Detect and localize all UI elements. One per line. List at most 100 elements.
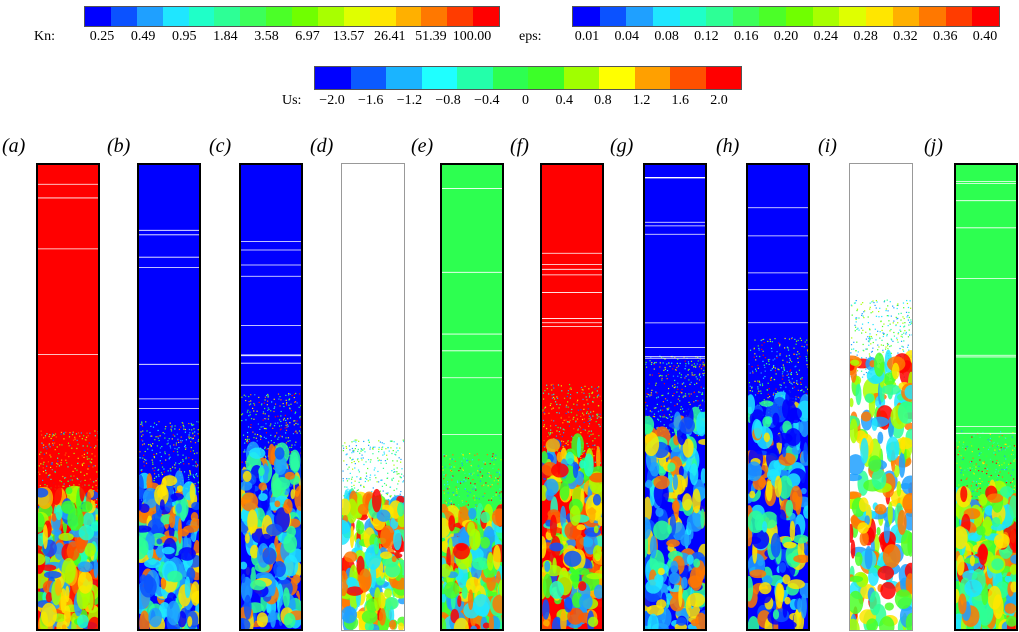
field-speckle [672, 368, 674, 370]
field-speckle [45, 446, 47, 448]
field-blob [543, 619, 550, 627]
field-speckle [592, 401, 594, 403]
field-speckle [862, 329, 864, 331]
field-speckle [67, 480, 69, 482]
field-speckle [286, 424, 289, 426]
field-speckle [161, 462, 163, 465]
field-speckle [591, 392, 593, 394]
field-speckle [375, 477, 377, 479]
field-speckle [860, 327, 863, 329]
field-speckle [596, 415, 598, 417]
field-speckle [243, 394, 245, 396]
field-blob [262, 547, 277, 565]
field-speckle [897, 352, 899, 354]
field-speckle [444, 500, 446, 502]
field-speckle [491, 458, 493, 460]
field-speckle [688, 393, 690, 395]
field-speckle [797, 389, 799, 391]
field-speckle [285, 437, 287, 439]
field-speckle [350, 482, 353, 484]
field-speckle [684, 377, 686, 379]
field-blob [549, 580, 565, 599]
field-speckle [560, 385, 562, 387]
field-speckle [865, 357, 867, 359]
field-speckle [790, 382, 792, 384]
field-speckle [565, 412, 567, 415]
field-speckle [153, 456, 156, 459]
field-speckle [789, 369, 792, 371]
field-speckle [79, 480, 82, 482]
field-speckle [753, 347, 755, 349]
field-speckle [893, 307, 895, 309]
field-blob [900, 436, 906, 454]
field-speckle [907, 336, 910, 338]
field-speckle [571, 408, 573, 411]
field-speckle [495, 457, 497, 459]
field-speckle [347, 488, 349, 490]
field-blob [569, 505, 581, 526]
field-speckle [54, 433, 57, 435]
field-speckle [772, 366, 775, 368]
field-speckle [264, 399, 266, 401]
field-blob [361, 610, 378, 624]
field-speckle [351, 468, 354, 470]
field-speckle [260, 436, 262, 438]
colorbar-swatch [317, 7, 344, 26]
field-speckle [289, 422, 291, 424]
field-speckle [381, 485, 384, 487]
field-speckle [393, 441, 395, 443]
field-speckle [702, 363, 704, 365]
field-speckle [86, 432, 88, 434]
field-speckle [862, 343, 864, 346]
field-speckle [170, 430, 173, 432]
field-speckle [190, 446, 192, 449]
field-speckle [896, 304, 898, 307]
field-speckle [38, 438, 40, 440]
field-blob [156, 538, 163, 545]
field-speckle [501, 500, 502, 502]
field-speckle [593, 448, 595, 450]
field-speckle [259, 438, 262, 440]
field-speckle [800, 339, 803, 341]
field-speckle [285, 394, 287, 396]
field-blob [262, 463, 269, 484]
field-speckle [142, 430, 144, 432]
field-speckle [453, 466, 455, 468]
field-speckle [294, 444, 296, 446]
field-speckle [155, 436, 157, 438]
field-speckle [781, 378, 784, 380]
field-speckle [273, 398, 275, 400]
field-speckle [660, 405, 662, 407]
field-speckle [168, 438, 170, 440]
field-speckle [664, 358, 666, 360]
field-speckle [681, 408, 684, 410]
field-speckle [59, 480, 61, 482]
field-blob [250, 579, 267, 591]
field-speckle [569, 419, 571, 422]
field-speckle [462, 454, 464, 457]
field-speckle [761, 344, 763, 346]
field-speckle [757, 381, 759, 383]
field-blob [792, 534, 808, 544]
field-speckle [481, 485, 483, 487]
field-speckle [850, 304, 853, 306]
field-speckle [900, 330, 902, 332]
field-speckle [39, 473, 41, 475]
field-blob [442, 517, 451, 538]
field-blob [282, 587, 290, 608]
field-speckle [598, 423, 600, 426]
field-speckle [889, 345, 891, 348]
field-speckle [462, 501, 464, 503]
field-speckle [385, 448, 387, 450]
field-speckle [289, 393, 291, 395]
field-speckle [682, 396, 684, 398]
field-speckle [85, 439, 87, 441]
field-blob [800, 487, 807, 495]
field-speckle [495, 454, 497, 456]
field-speckle [381, 442, 383, 444]
field-speckle [806, 364, 808, 366]
field-speckle [799, 337, 801, 339]
field-speckle [53, 442, 56, 444]
field-speckle [754, 353, 756, 355]
field-blob [190, 532, 196, 542]
